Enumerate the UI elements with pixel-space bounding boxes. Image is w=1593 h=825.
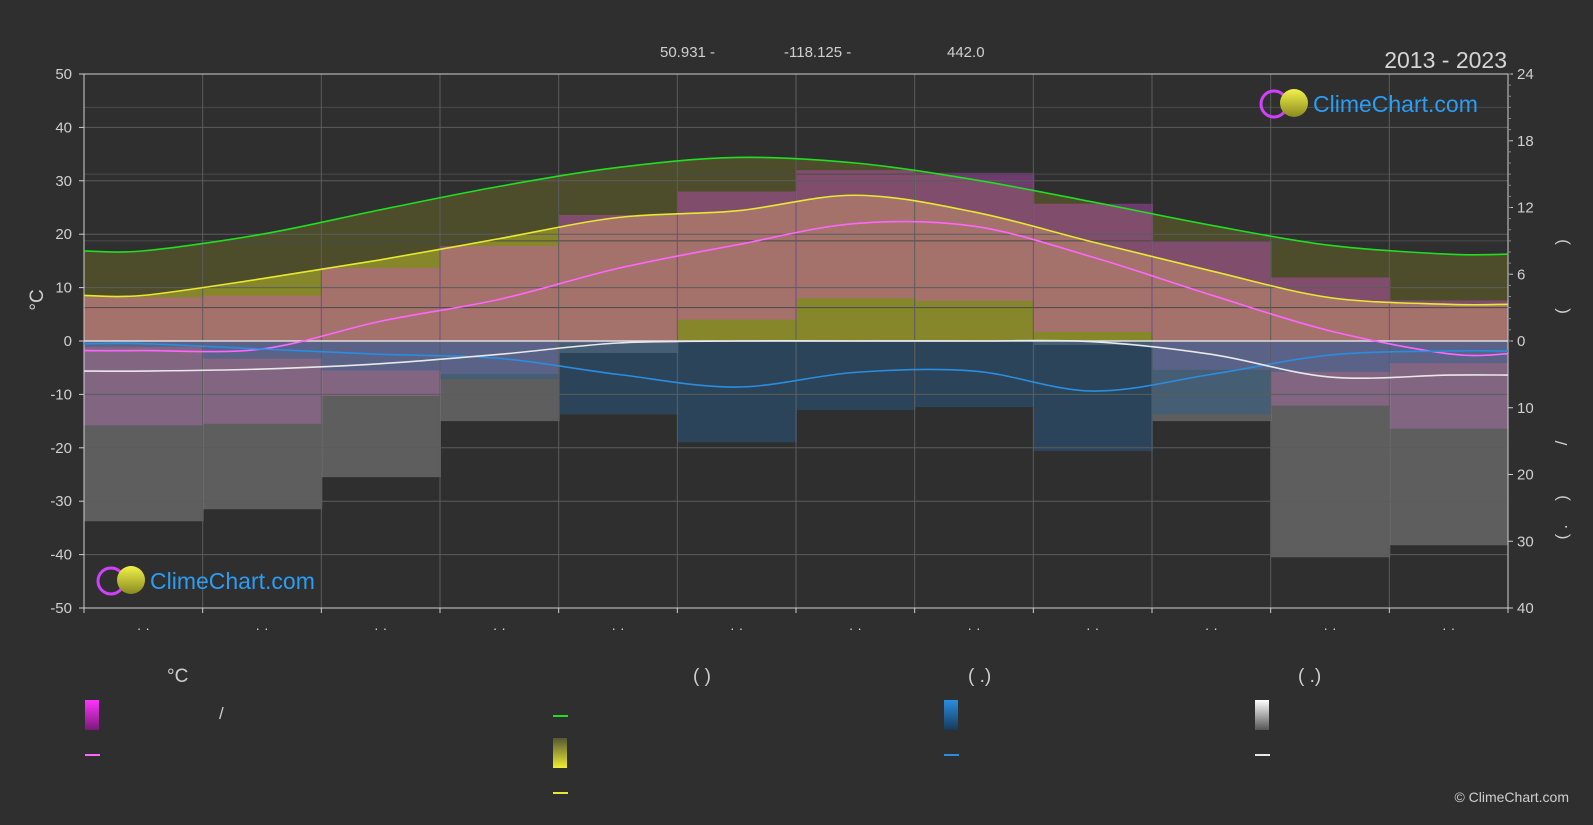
logo-top-text: ClimeChart.com [1313, 91, 1478, 117]
month-tick-label: · · [611, 620, 624, 636]
snow-bar [84, 341, 204, 522]
month-tick-label: · · [255, 620, 268, 636]
legend: °C ( ) ( .) ( .) / [0, 650, 1593, 800]
right-tick-label-mm: 20 [1517, 467, 1534, 484]
logo-bottom-text: ClimeChart.com [150, 568, 315, 594]
logo-sun-icon [1280, 89, 1308, 117]
left-tick-label: 30 [55, 173, 72, 190]
right-axis-title-e: ( . [1552, 524, 1571, 539]
legend-sunshine-line [553, 792, 568, 794]
snow-bar [1033, 341, 1153, 346]
month-tick-label: · · [967, 620, 980, 636]
snow-bar [1270, 341, 1391, 558]
snow-bar [202, 341, 323, 510]
axes: 50 40 30 20 10 0 -10 -20 -30 -40 -50 24 18 12 6 0 10 20 30… [50, 66, 1533, 636]
left-tick-label: 10 [55, 280, 72, 297]
right-axis-title-a: ) [1552, 239, 1571, 245]
left-tick-label: -10 [50, 386, 72, 403]
avg-temp-line [84, 220, 1508, 357]
legend-temp-slash: / [219, 704, 224, 723]
precip-bar [440, 341, 560, 380]
temp-range-bar [1389, 300, 1508, 429]
legend-sunshine-swatch [553, 738, 567, 768]
precip-bar [677, 341, 797, 443]
daylight-line [84, 156, 1508, 256]
month-tick-label: · · [493, 620, 506, 636]
snow-bar [1389, 341, 1508, 546]
precip-bar [558, 341, 679, 415]
right-tick-label-mm: 40 [1517, 600, 1534, 617]
left-tick-label: -30 [50, 493, 72, 510]
right-axis-title-b: ( [1552, 308, 1571, 314]
left-axis-unit: °C [27, 289, 48, 310]
series-lines [84, 156, 1508, 392]
legend-avg-temp-line [85, 754, 100, 756]
temp-range-bar [1033, 203, 1153, 332]
left-tick-label: -50 [50, 600, 72, 617]
latitude-text: 50.931 - [660, 44, 715, 61]
month-tick-label: · · [374, 620, 387, 636]
legend-snow-line [1255, 754, 1270, 756]
logo-top: ClimeChart.com [1259, 89, 1478, 119]
month-tick-label: · · [1323, 620, 1336, 636]
temp-range-bar [440, 245, 560, 375]
month-tick-label: · · [730, 620, 743, 636]
left-tick-label: -40 [50, 547, 72, 564]
month-tick-label: · · [1205, 620, 1218, 636]
snow-bar [558, 341, 679, 354]
precip-bar [796, 341, 916, 411]
legend-temp-head: °C [167, 666, 189, 687]
longitude-text: -118.125 - [784, 44, 851, 61]
copyright: © ClimeChart.com [1454, 789, 1569, 805]
temp-range-bar [202, 295, 323, 424]
left-tick-label: 0 [64, 333, 72, 350]
legend-snow-head: ( .) [1298, 666, 1322, 687]
legend-rain-line [944, 754, 959, 756]
right-tick-label-hours: 0 [1517, 333, 1525, 350]
legend-snow-swatch [1255, 700, 1269, 730]
month-tick-label: · · [849, 620, 862, 636]
period-label: 2013 - 2023 [1384, 47, 1507, 73]
legend-daylight-line [553, 715, 568, 717]
right-axis-title-d: ) [1552, 495, 1571, 501]
right-tick-label-hours: 6 [1517, 266, 1525, 283]
precip-line [84, 342, 1508, 392]
left-tick-label: 40 [55, 119, 72, 136]
precip-bar [1152, 341, 1272, 415]
right-tick-label-hours: 12 [1517, 200, 1534, 217]
elevation-text: 442.0 [947, 44, 985, 61]
left-tick-label: 50 [55, 66, 72, 83]
precip-bar [1389, 341, 1508, 364]
legend-temp-range-swatch [85, 700, 99, 730]
temp-range-bar [84, 297, 204, 426]
month-tick-label: · · [1442, 620, 1455, 636]
snow-line [84, 339, 1508, 380]
legend-sun-head: ( ) [693, 666, 711, 687]
logo-sun-icon [117, 566, 145, 594]
precip-bar [1033, 341, 1153, 452]
sunshine-line [84, 194, 1508, 306]
month-tick-label: · · [1086, 620, 1099, 636]
right-tick-label-mm: 30 [1517, 533, 1534, 550]
temp-range-bar [914, 172, 1035, 301]
legend-rain-head: ( .) [968, 666, 992, 687]
left-tick-label: 20 [55, 226, 72, 243]
legend-rain-swatch [944, 700, 958, 730]
temp-range-bar [321, 267, 441, 397]
logo-bottom: ClimeChart.com [96, 566, 315, 596]
right-tick-label-mm: 10 [1517, 400, 1534, 417]
right-tick-label-hours: 24 [1517, 66, 1534, 83]
right-axis-title-c: / [1552, 440, 1571, 445]
precip-bar [1270, 341, 1391, 372]
right-tick-label-hours: 18 [1517, 133, 1534, 150]
month-tick-label: · · [137, 620, 150, 636]
left-tick-label: -20 [50, 440, 72, 457]
precip-bar [914, 341, 1035, 408]
